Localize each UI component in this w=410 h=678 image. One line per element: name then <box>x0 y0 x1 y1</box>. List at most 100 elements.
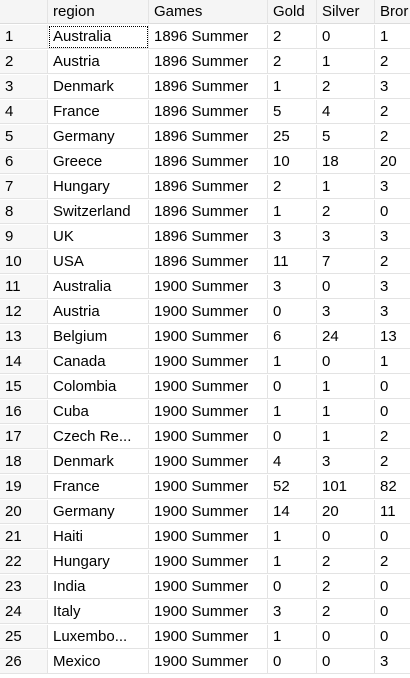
header-corner[interactable] <box>0 0 48 24</box>
silver-cell[interactable]: 1 <box>317 175 375 199</box>
gold-cell[interactable]: 11 <box>268 250 317 274</box>
bronze-cell[interactable]: 13 <box>375 325 410 349</box>
row-number-cell[interactable]: 16 <box>0 400 48 424</box>
region-cell[interactable]: Hungary <box>48 550 149 574</box>
region-cell[interactable]: Austria <box>48 300 149 324</box>
table-row[interactable]: 15 Colombia 1900 Summer 0 1 0 <box>0 375 410 400</box>
games-cell[interactable]: 1896 Summer <box>149 25 268 49</box>
gold-cell[interactable]: 52 <box>268 475 317 499</box>
bronze-cell[interactable]: 3 <box>375 175 410 199</box>
games-cell[interactable]: 1900 Summer <box>149 325 268 349</box>
games-cell[interactable]: 1900 Summer <box>149 350 268 374</box>
silver-cell[interactable]: 101 <box>317 475 375 499</box>
row-number-cell[interactable]: 3 <box>0 75 48 99</box>
row-number-cell[interactable]: 18 <box>0 450 48 474</box>
games-cell[interactable]: 1900 Summer <box>149 475 268 499</box>
games-cell[interactable]: 1896 Summer <box>149 175 268 199</box>
table-row[interactable]: 6 Greece 1896 Summer 10 18 20 <box>0 150 410 175</box>
row-number-cell[interactable]: 5 <box>0 125 48 149</box>
gold-cell[interactable]: 2 <box>268 25 317 49</box>
gold-cell[interactable]: 2 <box>268 175 317 199</box>
row-number-cell[interactable]: 2 <box>0 50 48 74</box>
table-row[interactable]: 23 India 1900 Summer 0 2 0 <box>0 575 410 600</box>
region-cell[interactable]: Czech Re... <box>48 425 149 449</box>
games-cell[interactable]: 1900 Summer <box>149 550 268 574</box>
row-number-cell[interactable]: 25 <box>0 625 48 649</box>
bronze-cell[interactable]: 2 <box>375 50 410 74</box>
silver-cell[interactable]: 24 <box>317 325 375 349</box>
region-cell[interactable]: Denmark <box>48 75 149 99</box>
region-cell[interactable]: Greece <box>48 150 149 174</box>
silver-cell[interactable]: 2 <box>317 200 375 224</box>
silver-cell[interactable]: 3 <box>317 450 375 474</box>
games-cell[interactable]: 1896 Summer <box>149 200 268 224</box>
games-cell[interactable]: 1896 Summer <box>149 225 268 249</box>
gold-cell[interactable]: 3 <box>268 225 317 249</box>
games-cell[interactable]: 1896 Summer <box>149 150 268 174</box>
row-number-cell[interactable]: 22 <box>0 550 48 574</box>
region-cell[interactable]: Belgium <box>48 325 149 349</box>
games-cell[interactable]: 1900 Summer <box>149 450 268 474</box>
silver-cell[interactable]: 3 <box>317 225 375 249</box>
region-cell[interactable]: Switzerland <box>48 200 149 224</box>
table-row[interactable]: 22 Hungary 1900 Summer 1 2 2 <box>0 550 410 575</box>
row-number-cell[interactable]: 10 <box>0 250 48 274</box>
column-header-bronze[interactable]: Bror <box>375 0 410 24</box>
table-row[interactable]: 7 Hungary 1896 Summer 2 1 3 <box>0 175 410 200</box>
silver-cell[interactable]: 20 <box>317 500 375 524</box>
games-cell[interactable]: 1900 Summer <box>149 525 268 549</box>
silver-cell[interactable]: 0 <box>317 275 375 299</box>
region-cell[interactable]: Austria <box>48 50 149 74</box>
silver-cell[interactable]: 2 <box>317 575 375 599</box>
gold-cell[interactable]: 1 <box>268 525 317 549</box>
table-row[interactable]: 17 Czech Re... 1900 Summer 0 1 2 <box>0 425 410 450</box>
silver-cell[interactable]: 1 <box>317 425 375 449</box>
table-row[interactable]: 12 Austria 1900 Summer 0 3 3 <box>0 300 410 325</box>
gold-cell[interactable]: 1 <box>268 350 317 374</box>
table-row[interactable]: 5 Germany 1896 Summer 25 5 2 <box>0 125 410 150</box>
region-cell[interactable]: Canada <box>48 350 149 374</box>
games-cell[interactable]: 1900 Summer <box>149 625 268 649</box>
gold-cell[interactable]: 0 <box>268 575 317 599</box>
table-row[interactable]: 18 Denmark 1900 Summer 4 3 2 <box>0 450 410 475</box>
row-number-cell[interactable]: 8 <box>0 200 48 224</box>
region-cell[interactable]: Italy <box>48 600 149 624</box>
table-row[interactable]: 9 UK 1896 Summer 3 3 3 <box>0 225 410 250</box>
table-row[interactable]: 20 Germany 1900 Summer 14 20 11 <box>0 500 410 525</box>
column-header-games[interactable]: Games <box>149 0 268 24</box>
table-row[interactable]: 25 Luxembo... 1900 Summer 1 0 0 <box>0 625 410 650</box>
row-number-cell[interactable]: 1 <box>0 25 48 49</box>
games-cell[interactable]: 1900 Summer <box>149 500 268 524</box>
bronze-cell[interactable]: 11 <box>375 500 410 524</box>
games-cell[interactable]: 1896 Summer <box>149 250 268 274</box>
region-cell[interactable]: Germany <box>48 125 149 149</box>
bronze-cell[interactable]: 3 <box>375 225 410 249</box>
table-row[interactable]: 11 Australia 1900 Summer 3 0 3 <box>0 275 410 300</box>
row-number-cell[interactable]: 4 <box>0 100 48 124</box>
region-cell[interactable]: Luxembo... <box>48 625 149 649</box>
silver-cell[interactable]: 2 <box>317 550 375 574</box>
games-cell[interactable]: 1900 Summer <box>149 575 268 599</box>
silver-cell[interactable]: 0 <box>317 350 375 374</box>
bronze-cell[interactable]: 0 <box>375 600 410 624</box>
bronze-cell[interactable]: 0 <box>375 200 410 224</box>
table-row[interactable]: 2 Austria 1896 Summer 2 1 2 <box>0 50 410 75</box>
table-row[interactable]: 1 Australia 1896 Summer 2 0 1 <box>0 25 410 50</box>
row-number-cell[interactable]: 9 <box>0 225 48 249</box>
table-row[interactable]: 16 Cuba 1900 Summer 1 1 0 <box>0 400 410 425</box>
row-number-cell[interactable]: 14 <box>0 350 48 374</box>
gold-cell[interactable]: 10 <box>268 150 317 174</box>
table-row[interactable]: 4 France 1896 Summer 5 4 2 <box>0 100 410 125</box>
gold-cell[interactable]: 3 <box>268 600 317 624</box>
region-cell[interactable]: France <box>48 475 149 499</box>
games-cell[interactable]: 1896 Summer <box>149 100 268 124</box>
bronze-cell[interactable]: 1 <box>375 350 410 374</box>
gold-cell[interactable]: 4 <box>268 450 317 474</box>
column-header-gold[interactable]: Gold <box>268 0 317 24</box>
region-cell[interactable]: France <box>48 100 149 124</box>
bronze-cell[interactable]: 2 <box>375 550 410 574</box>
gold-cell[interactable]: 2 <box>268 50 317 74</box>
silver-cell[interactable]: 0 <box>317 650 375 674</box>
region-cell[interactable]: Australia <box>48 275 149 299</box>
